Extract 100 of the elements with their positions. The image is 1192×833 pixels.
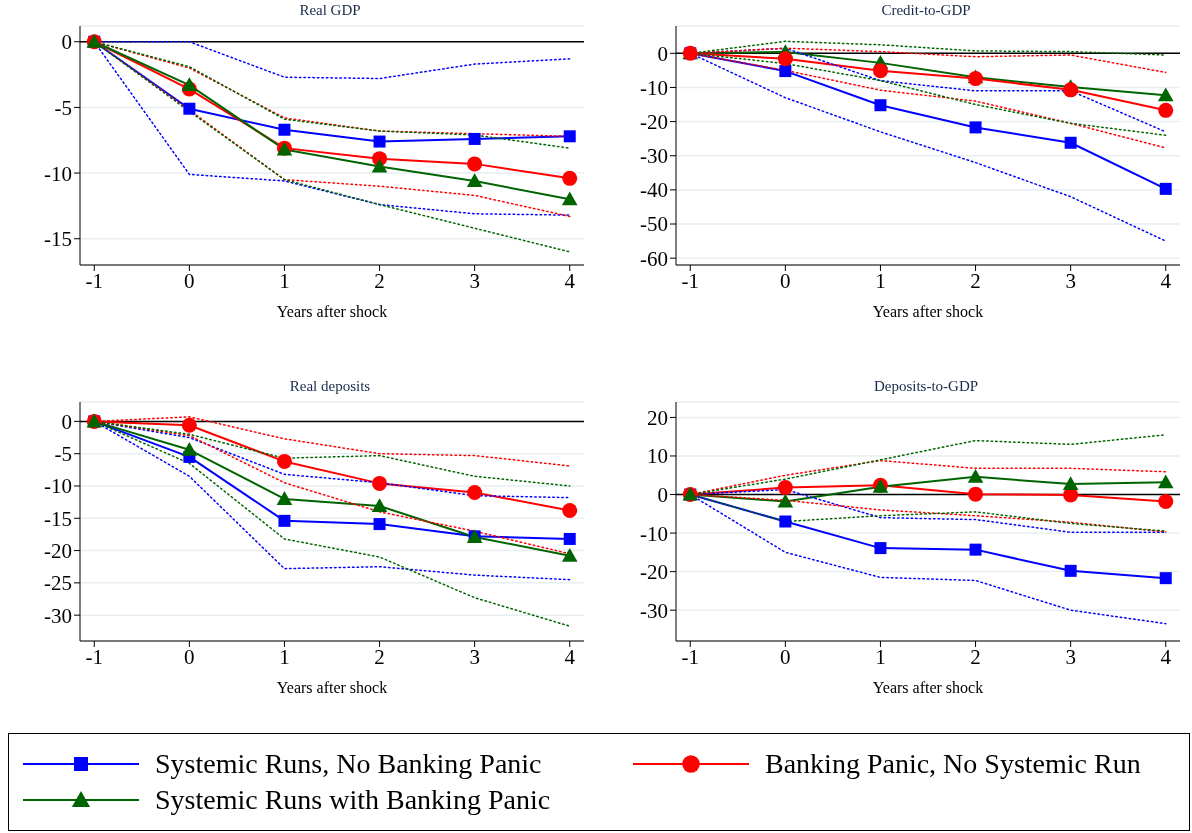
- x-axis-title: Years after shock: [872, 679, 984, 696]
- point: [276, 491, 293, 505]
- x-tick-label: 3: [469, 268, 480, 293]
- y-tick-label: 20: [647, 405, 668, 430]
- y-tick-label: -25: [44, 571, 72, 596]
- legend-label: Banking Panic, No Systemic Run: [765, 748, 1141, 780]
- y-tick-label: -5: [54, 442, 72, 467]
- x-tick-label: 1: [279, 644, 290, 669]
- x-tick-label: 4: [564, 644, 576, 669]
- y-tick-label: -60: [640, 246, 668, 271]
- x-tick-label: 4: [1160, 644, 1172, 669]
- y-tick-label: 0: [61, 409, 72, 434]
- point: [563, 532, 576, 545]
- y-tick-label: -10: [44, 474, 72, 499]
- point: [777, 493, 794, 508]
- point: [467, 484, 483, 500]
- y-tick-label: 10: [647, 444, 668, 469]
- point: [468, 132, 481, 145]
- point: [561, 547, 578, 562]
- point: [779, 515, 792, 528]
- y-tick-label: -50: [640, 212, 668, 237]
- point: [466, 173, 483, 187]
- point: [371, 158, 388, 173]
- point: [969, 121, 982, 134]
- point: [1064, 564, 1077, 577]
- point: [872, 63, 888, 79]
- y-tick-label: -10: [640, 75, 668, 100]
- point: [874, 542, 887, 555]
- point: [372, 475, 388, 491]
- x-tick-label: 2: [970, 644, 981, 669]
- x-tick-label: -1: [681, 644, 700, 669]
- point: [967, 468, 984, 483]
- legend-label: Systemic Runs, No Banking Panic: [155, 748, 542, 780]
- point: [1063, 82, 1079, 98]
- x-tick-label: 1: [875, 644, 886, 669]
- point: [1157, 87, 1174, 102]
- chart-title: Credit-to-GDP: [880, 2, 972, 19]
- point: [1159, 572, 1172, 585]
- x-tick-label: 1: [875, 268, 886, 293]
- x-tick-label: 2: [374, 268, 385, 293]
- chart-title: Real deposits: [288, 378, 372, 395]
- point: [181, 417, 197, 433]
- x-tick-label: 2: [374, 644, 385, 669]
- y-tick-label: -20: [640, 110, 668, 135]
- x-axis-title: Years after shock: [276, 303, 388, 320]
- y-tick-label: -20: [44, 539, 72, 564]
- y-tick-label: 0: [657, 41, 668, 66]
- point: [779, 65, 792, 78]
- point: [874, 99, 887, 112]
- x-tick-label: 4: [564, 268, 576, 293]
- x-tick-label: 2: [970, 268, 981, 293]
- point: [183, 102, 196, 115]
- point: [181, 77, 198, 92]
- y-tick-label: -15: [44, 506, 72, 531]
- x-tick-label: 0: [184, 644, 195, 669]
- x-tick-label: -1: [681, 268, 700, 293]
- x-tick-label: 3: [1065, 268, 1076, 293]
- x-tick-label: 3: [1065, 644, 1076, 669]
- point: [1159, 182, 1172, 195]
- point: [969, 543, 982, 556]
- x-tick-label: 4: [1160, 268, 1172, 293]
- point: [777, 480, 793, 496]
- chart-title: Deposits-to-GDP: [872, 378, 980, 395]
- y-tick-label: -5: [54, 95, 72, 120]
- point: [562, 170, 578, 186]
- point: [563, 130, 576, 143]
- point: [1062, 476, 1079, 491]
- y-tick-label: 0: [61, 30, 72, 55]
- x-tick-label: 3: [469, 644, 480, 669]
- x-tick-label: -1: [85, 268, 104, 293]
- x-tick-label: -1: [85, 644, 104, 669]
- y-tick-label: 0: [657, 482, 668, 507]
- y-tick-label: -15: [44, 227, 72, 252]
- x-axis-title: Years after shock: [276, 679, 388, 696]
- point: [562, 503, 578, 519]
- point: [467, 156, 483, 172]
- x-axis-title: Years after shock: [872, 303, 984, 320]
- point: [276, 453, 292, 469]
- point: [1064, 136, 1077, 149]
- point: [278, 514, 291, 527]
- point: [278, 123, 291, 136]
- point: [373, 518, 386, 531]
- chart-title: Real GDP: [298, 2, 362, 19]
- point: [777, 51, 793, 67]
- point: [181, 442, 198, 456]
- point: [373, 135, 386, 148]
- y-tick-label: -40: [640, 178, 668, 203]
- y-tick-label: -30: [640, 144, 668, 169]
- point: [1158, 493, 1174, 509]
- x-tick-label: 0: [184, 268, 195, 293]
- x-tick-label: 1: [279, 268, 290, 293]
- legend-label: Systemic Runs with Banking Panic: [155, 784, 551, 816]
- point: [1157, 474, 1174, 489]
- x-tick-label: 0: [780, 268, 791, 293]
- x-tick-label: 0: [780, 644, 791, 669]
- y-tick-label: -30: [44, 603, 72, 628]
- y-tick-label: -10: [640, 521, 668, 546]
- y-tick-label: -10: [44, 161, 72, 186]
- y-tick-label: -20: [640, 560, 668, 585]
- y-tick-label: -30: [640, 598, 668, 623]
